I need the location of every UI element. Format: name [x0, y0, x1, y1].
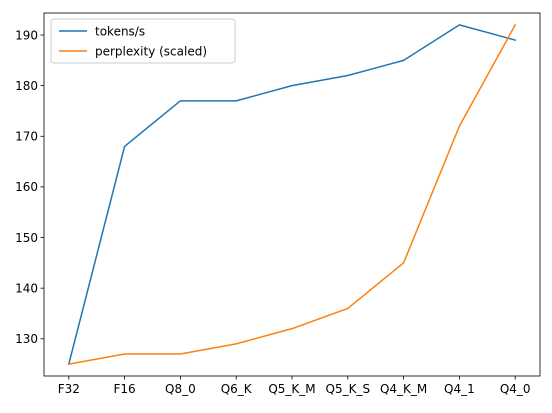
x-tick-label: Q4_K_M	[380, 382, 427, 396]
y-tick-label: 180	[15, 79, 38, 93]
x-axis: F32 F16 Q8_0 Q6_K Q5_K_M Q5_K_S Q4_K_M Q4_1 Q4_0	[58, 376, 531, 396]
y-tick-label: 160	[15, 180, 38, 194]
x-tick-label: Q5_K_S	[326, 382, 371, 396]
x-tick-label: F16	[114, 382, 136, 396]
legend-label: tokens/s	[95, 24, 145, 38]
y-tick-label: 190	[15, 28, 38, 42]
x-tick-label: Q5_K_M	[268, 382, 315, 396]
x-tick-label: Q8_0	[165, 382, 196, 396]
legend: tokens/s perplexity (scaled)	[50, 18, 236, 64]
y-tick-label: 150	[15, 231, 38, 245]
legend-label: perplexity (scaled)	[95, 44, 207, 58]
y-tick-label: 170	[15, 130, 38, 144]
y-tick-label: 130	[15, 332, 38, 346]
y-axis: 130 140 150 160 170 180 190	[15, 28, 44, 346]
x-tick-label: F32	[58, 382, 80, 396]
x-tick-label: Q4_0	[500, 382, 531, 396]
plot-area	[44, 13, 540, 376]
series-layer	[67, 23, 517, 366]
legend-frame	[50, 18, 236, 64]
y-tick-label: 140	[15, 281, 38, 295]
x-tick-label: Q6_K	[221, 382, 253, 396]
x-tick-label: Q4_1	[444, 382, 475, 396]
